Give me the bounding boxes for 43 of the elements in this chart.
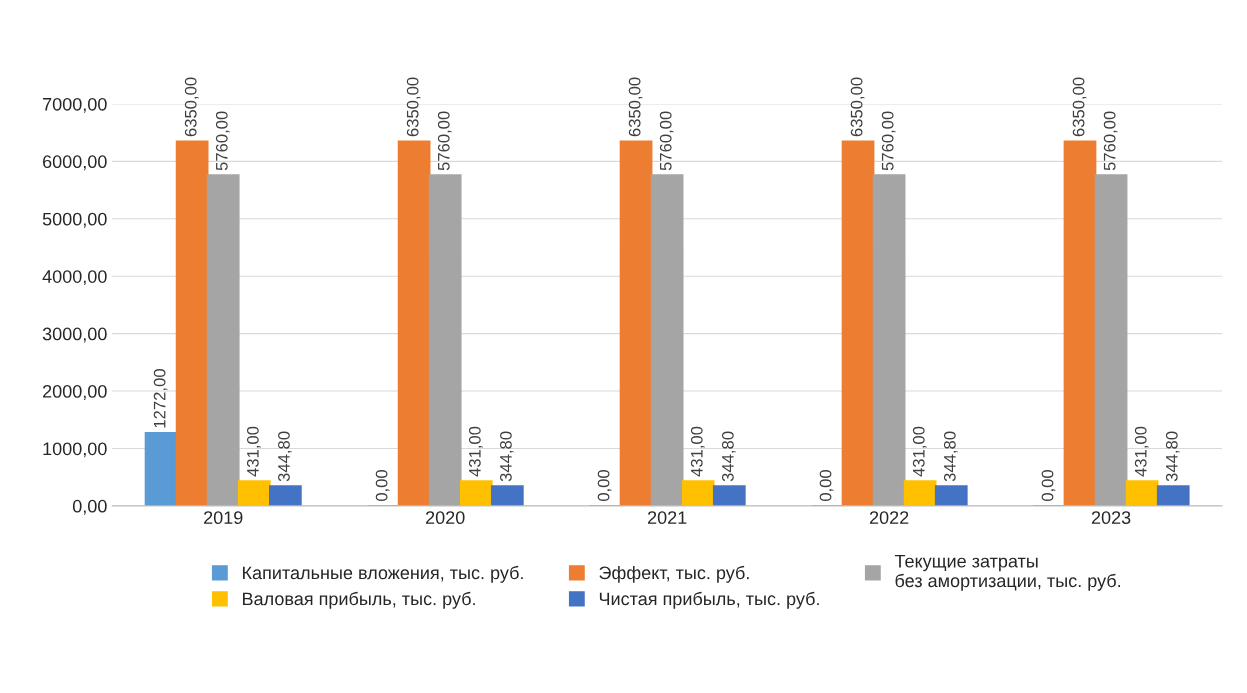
legend-label: Текущие затраты без амортизации, тыс. руб.	[894, 554, 1121, 591]
data-label: 0,00	[597, 469, 612, 502]
data-label: 344,80	[1165, 431, 1180, 482]
data-label: 6350,00	[850, 77, 865, 137]
data-label: 0,00	[375, 469, 390, 502]
x-tick-label: 2021	[647, 511, 687, 525]
data-label: 6350,00	[1072, 77, 1087, 137]
data-label: 431,00	[246, 426, 261, 477]
x-tick-label: 2023	[1091, 511, 1131, 525]
data-label: 344,80	[278, 431, 292, 482]
x-tick-label: 2019	[204, 511, 243, 525]
x-tick-label: 2022	[869, 511, 909, 525]
data-label: 6350,00	[406, 77, 421, 137]
data-label: 431,00	[468, 426, 483, 477]
data-label: 431,00	[1134, 426, 1149, 477]
data-label: 344,80	[500, 431, 514, 482]
y-tick-label: 7000,00	[43, 97, 107, 113]
legend-label: Чистая прибыль, тыс. руб.	[599, 591, 819, 609]
y-tick-label: 6000,00	[43, 155, 107, 171]
data-label: 5760,00	[437, 111, 452, 171]
data-label: 431,00	[690, 426, 705, 477]
data-label: 5760,00	[215, 111, 230, 171]
data-label: 6350,00	[628, 77, 643, 137]
data-label: 5760,00	[881, 111, 896, 171]
y-tick-label: 3000,00	[42, 327, 107, 343]
x-tick-label: 2020	[426, 511, 465, 525]
data-label: 5760,00	[659, 111, 674, 171]
data-label: 6350,00	[184, 77, 199, 137]
data-label: 344,80	[721, 431, 736, 482]
y-tick-label: 2000,00	[43, 384, 107, 400]
data-label: 344,80	[943, 431, 958, 482]
data-label: 0,00	[819, 469, 834, 502]
y-tick-label: 1000,00	[43, 442, 107, 458]
data-label: 1272,00	[153, 369, 168, 428]
legend-label: Капитальные вложения, тыс. руб.	[243, 565, 523, 583]
data-label: 0,00	[1041, 469, 1056, 502]
legend-label: Эффект, тыс. руб.	[599, 565, 749, 583]
y-tick-label: 5000,00	[42, 212, 107, 228]
legend-label: Валовая прибыль, тыс. руб.	[243, 591, 475, 609]
y-tick-label: 0,00	[72, 499, 107, 515]
y-tick-label: 4000,00	[42, 270, 107, 286]
data-label: 5760,00	[1103, 111, 1118, 171]
data-label: 431,00	[912, 426, 927, 477]
